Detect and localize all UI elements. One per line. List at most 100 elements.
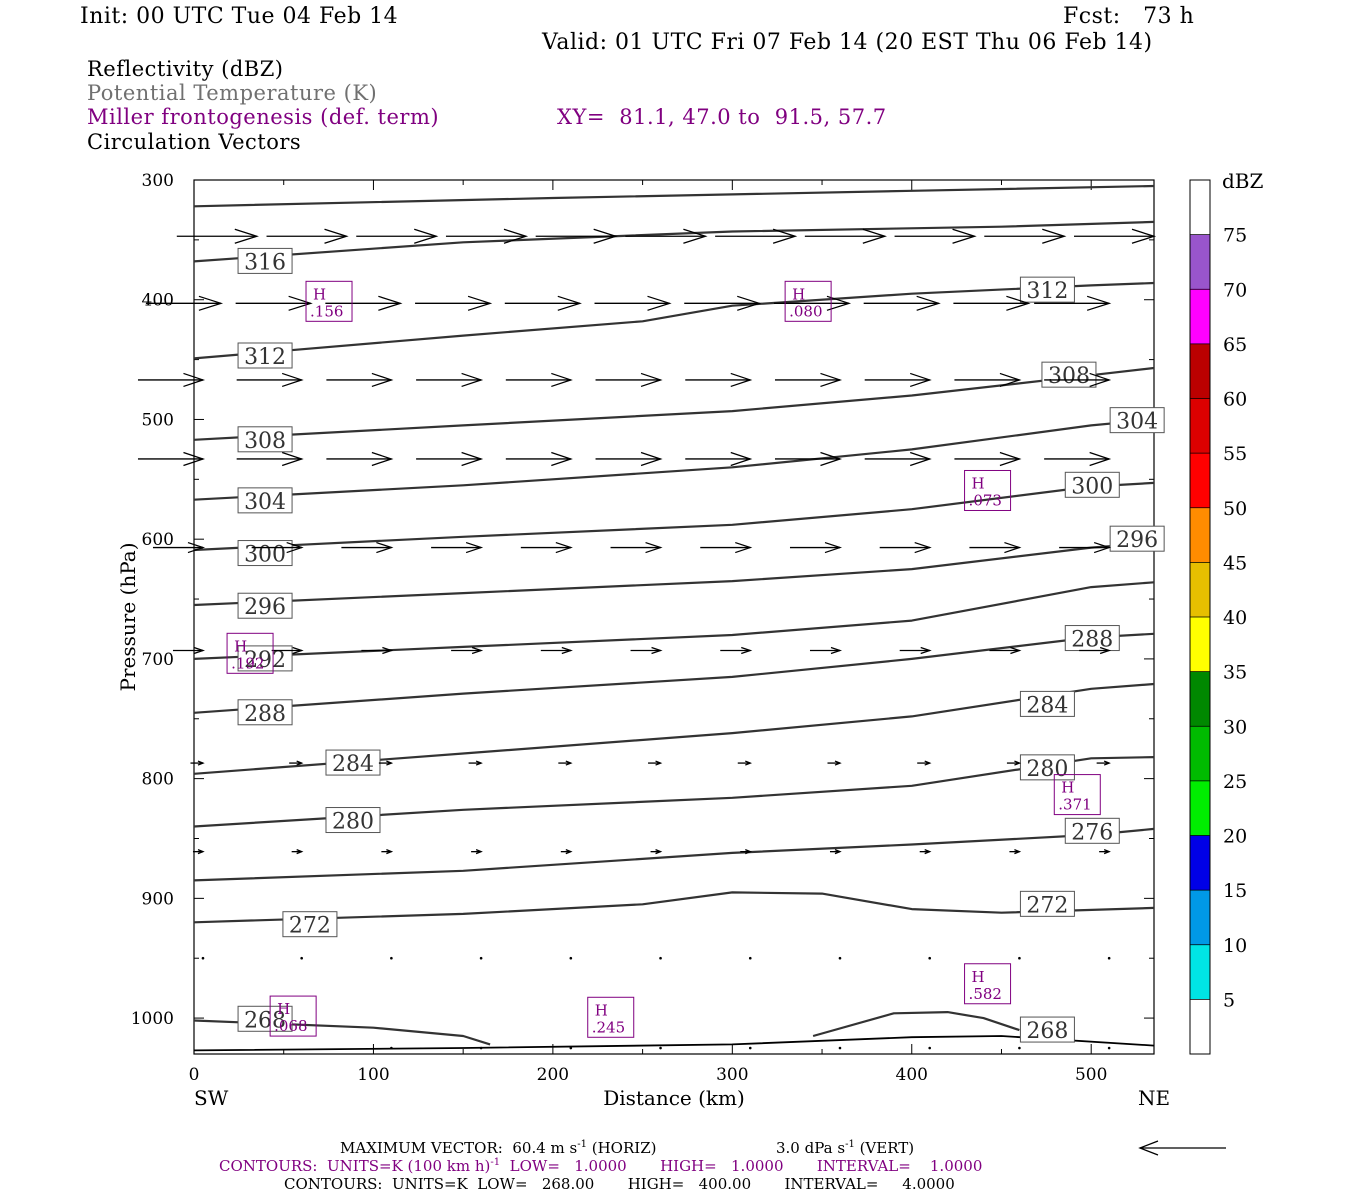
frontogenesis-max-box <box>269 995 317 1037</box>
vector-head <box>1131 228 1157 244</box>
y-tick-label: 500 <box>142 410 174 430</box>
circulation-vector <box>953 295 1031 311</box>
reference-vector-head <box>1138 1140 1159 1156</box>
circulation-vector <box>1096 760 1111 766</box>
max-vector-horiz-suffix: (HORIZ) <box>586 1139 657 1157</box>
vector-dot <box>748 956 752 960</box>
y-tick-label: 700 <box>142 650 174 670</box>
max-vector-vert-suffix: (VERT) <box>854 1139 915 1157</box>
circulation-vector <box>569 956 573 960</box>
circulation-vector <box>560 849 573 855</box>
isentrope-label-text: 284 <box>332 752 374 777</box>
circulation-vectors <box>137 228 1157 1050</box>
circulation-vector <box>650 849 663 855</box>
circulation-vector <box>838 1046 842 1050</box>
isentrope-label-text: 268 <box>244 1008 286 1033</box>
isentrope-label-text: 280 <box>332 810 374 835</box>
circulation-vector <box>535 228 618 244</box>
circulation-vector <box>789 541 843 554</box>
y-tick-label: 800 <box>142 770 174 790</box>
frontogenesis-max-box <box>1053 774 1101 816</box>
isentrope-line <box>193 891 1155 924</box>
vector-head <box>820 372 843 388</box>
vector-head <box>281 372 304 388</box>
circulation-vector <box>773 295 852 311</box>
frontogenesis-max: H.245 <box>587 996 635 1038</box>
circulation-vector <box>326 451 394 467</box>
vector-dot <box>569 1046 573 1050</box>
circulation-vector <box>378 760 394 766</box>
frontogenesis-max-letter: H <box>792 285 805 303</box>
isentrope-label-text: 272 <box>1026 893 1068 918</box>
isentrope-label-box <box>1109 525 1165 552</box>
vector-head <box>651 646 663 655</box>
circulation-vector <box>266 228 349 244</box>
frontogenesis-max-box <box>226 632 274 674</box>
frontogenesis-max-value: .371 <box>1058 796 1091 814</box>
isentrope-label: 268 <box>237 1005 293 1033</box>
circulation-vector <box>737 760 753 766</box>
colorbar-band <box>1190 944 1210 1000</box>
horiz-exponent: -1 <box>577 1139 587 1150</box>
colorbar-band <box>1190 398 1210 454</box>
circulation-vector <box>505 451 573 467</box>
x-axis-title: Distance (km) <box>603 1086 745 1110</box>
vector-head <box>1014 760 1022 766</box>
frontogenesis-max-box <box>964 963 1012 1005</box>
isentrope-line <box>193 184 1155 208</box>
frontogenesis-max-value: .582 <box>969 985 1002 1003</box>
vector-head <box>645 541 663 554</box>
vector-dot <box>201 956 205 960</box>
isentrope-line <box>193 281 1155 360</box>
circulation-vector <box>715 228 798 244</box>
vector-head <box>924 760 932 766</box>
circulation-vector <box>300 956 303 960</box>
colorbar-label: 35 <box>1223 662 1247 684</box>
vert-exponent: -1 <box>845 1139 855 1150</box>
vector-dot <box>838 1046 842 1050</box>
isentrope-label-box <box>1064 471 1120 498</box>
isentropes: 316 312 312 308 308 304 304 300 300 296 296 292 288 2… <box>193 184 1165 1052</box>
y-tick-label: 400 <box>142 291 174 311</box>
vector-dot <box>390 956 393 960</box>
circulation-vector <box>969 541 1022 554</box>
vector-head <box>187 541 206 554</box>
colorbar: 5 10 15 20 25 30 35 40 45 50 55 60 65 70 75 dBZ <box>1189 169 1264 1055</box>
isentrope-label: 308 <box>1041 361 1097 389</box>
vector-dot <box>1107 956 1111 960</box>
isentrope-label-box <box>237 487 293 514</box>
isentrope-label: 280 <box>1019 754 1075 782</box>
circulation-vector <box>685 372 753 388</box>
vector-head <box>1103 760 1111 766</box>
circulation-vector <box>1107 956 1111 960</box>
frontogenesis-max-letter: H <box>1061 779 1074 797</box>
isentrope-label-text: 308 <box>244 429 286 454</box>
vector-dot <box>479 956 483 960</box>
vector-head <box>830 646 843 655</box>
circulation-vector <box>479 956 483 960</box>
circulation-vector <box>720 646 753 655</box>
colorbar-label: 5 <box>1223 989 1235 1011</box>
isentrope-label-box <box>1019 1016 1075 1043</box>
colorbar-label: 20 <box>1223 826 1247 848</box>
circulation-vector <box>137 372 206 388</box>
isentrope-line <box>193 581 1155 660</box>
frontogenesis-max-value: .245 <box>592 1018 625 1036</box>
frontogenesis-max: H.582 <box>964 963 1012 1005</box>
circulation-vector <box>864 372 932 388</box>
x-tick-label: 400 <box>896 1065 928 1085</box>
colorbar-band <box>1190 780 1210 836</box>
isentrope-label-text: 288 <box>1071 628 1113 653</box>
isentrope-label: 296 <box>237 592 293 620</box>
vector-head <box>914 541 932 554</box>
init-time: Init: 00 UTC Tue 04 Feb 14 <box>80 4 399 29</box>
colorbar-band <box>1190 453 1210 508</box>
isentrope-label-box <box>282 911 338 938</box>
vector-head <box>475 849 483 855</box>
circulation-vector <box>630 646 663 655</box>
vector-head <box>475 760 483 766</box>
circulation-vector <box>201 956 205 960</box>
frontogenesis-max-value: .080 <box>789 302 822 320</box>
axes: 300 400 500 600 700 800 900 1000 0 100 200 300 400 50… <box>116 171 1170 1110</box>
legend-reflectivity: Reflectivity (dBZ) <box>87 57 284 81</box>
